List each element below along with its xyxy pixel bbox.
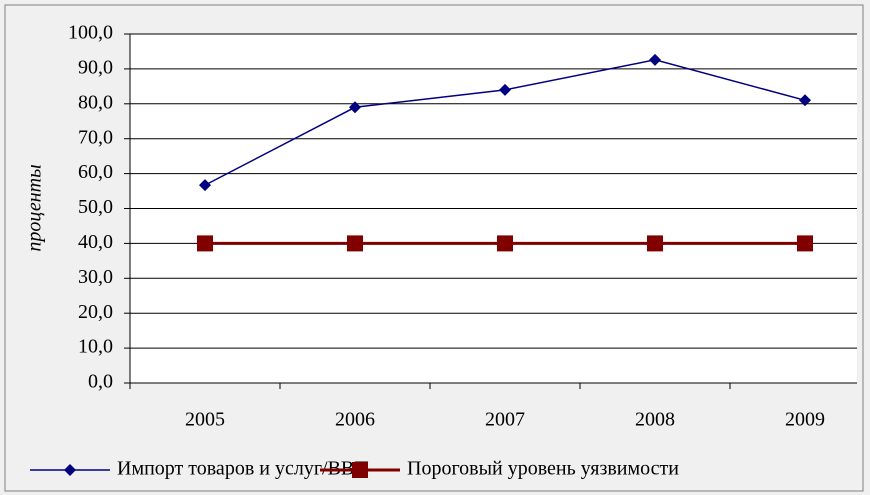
legend-marker bbox=[64, 464, 76, 476]
line-marker bbox=[349, 101, 361, 114]
y-tick-label: 40,0 bbox=[78, 231, 113, 253]
line-marker bbox=[199, 179, 211, 192]
legend-marker bbox=[352, 462, 368, 478]
legend-label: Импорт товаров и услуг/ВВП bbox=[117, 458, 369, 480]
line-marker bbox=[497, 235, 513, 252]
y-tick-label: 70,0 bbox=[78, 126, 113, 148]
line-marker bbox=[799, 94, 811, 107]
y-tick-label: 90,0 bbox=[78, 56, 113, 78]
y-tick-label: 50,0 bbox=[78, 196, 113, 218]
x-tick-label: 2006 bbox=[335, 409, 375, 431]
x-tick-label: 2009 bbox=[785, 409, 825, 431]
y-axis-label: проценты bbox=[24, 164, 46, 251]
line-marker bbox=[347, 235, 363, 252]
x-tick-label: 2008 bbox=[635, 409, 675, 431]
y-tick-label: 100,0 bbox=[68, 22, 113, 44]
legend-label: Пороговый уровень уязвимости bbox=[407, 458, 679, 480]
y-tick-label: 80,0 bbox=[78, 91, 113, 113]
x-tick-label: 2005 bbox=[185, 409, 225, 431]
y-tick-label: 30,0 bbox=[78, 266, 113, 288]
line-marker bbox=[647, 235, 663, 252]
y-tick-label: 0,0 bbox=[88, 371, 113, 393]
y-tick-label: 20,0 bbox=[78, 301, 113, 323]
line-marker bbox=[499, 83, 511, 96]
line-marker bbox=[197, 235, 213, 252]
y-tick-label: 60,0 bbox=[78, 161, 113, 183]
y-tick-label: 10,0 bbox=[78, 336, 113, 358]
line-marker bbox=[797, 235, 813, 252]
x-tick-label: 2007 bbox=[485, 409, 525, 431]
line-marker bbox=[649, 53, 661, 66]
